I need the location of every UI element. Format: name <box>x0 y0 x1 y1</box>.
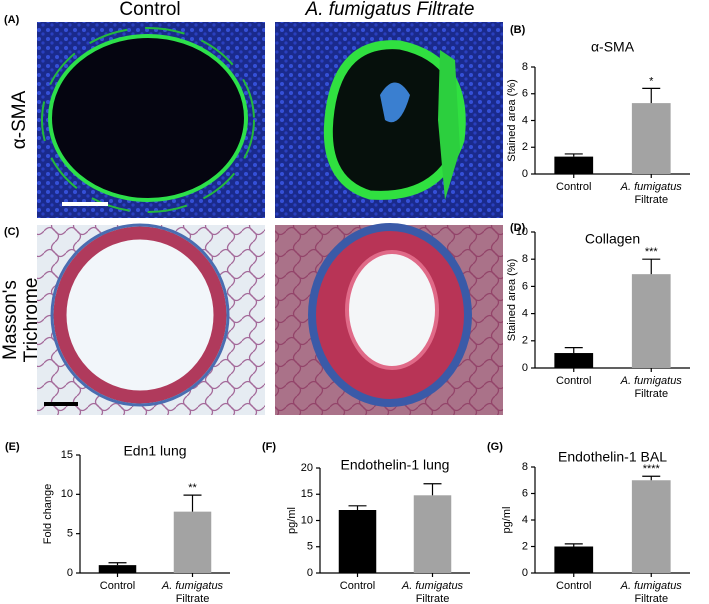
chart-title: Endothelin-1 BAL <box>558 449 667 465</box>
chart-title: α-SMA <box>591 39 635 55</box>
y-tick-label: 8 <box>522 253 528 265</box>
significance: ** <box>188 482 197 494</box>
x-tick-label: Filtrate <box>634 593 668 604</box>
y-tick-label: 2 <box>522 540 528 552</box>
x-tick-label: Control <box>100 580 135 592</box>
x-tick-label: A. fumigatus <box>620 181 683 193</box>
y-axis-label: pg/ml <box>286 507 298 534</box>
bar <box>338 510 377 573</box>
panel-label: (G) <box>487 441 503 453</box>
panel-label: (B) <box>510 24 526 36</box>
y-tick-label: 15 <box>61 449 73 461</box>
y-tick-label: 8 <box>522 61 528 73</box>
y-tick-label: 0 <box>307 567 313 579</box>
panel-label: (D) <box>510 222 526 234</box>
y-tick-label: 20 <box>301 462 313 474</box>
y-tick-label: 10 <box>301 514 313 526</box>
x-tick-label: A. fumigatus <box>620 580 683 592</box>
y-tick-label: 5 <box>67 528 73 540</box>
row-label: Masson's <box>0 280 21 360</box>
x-tick-label: Filtrate <box>634 194 668 206</box>
chart-title: Edn1 lung <box>123 443 186 459</box>
y-tick-label: 4 <box>522 114 528 126</box>
x-tick-label: A. fumigatus <box>620 375 683 387</box>
row-label: Trichrome <box>21 278 42 363</box>
y-axis-label: Stained area (%) <box>506 259 518 342</box>
y-tick-label: 6 <box>522 88 528 100</box>
y-tick-label: 6 <box>522 280 528 292</box>
panel-label: (E) <box>5 441 20 453</box>
x-tick-label: Control <box>340 580 375 592</box>
bar <box>173 511 212 573</box>
x-tick-label: Filtrate <box>416 593 450 604</box>
x-tick-label: A. fumigatus <box>161 580 224 592</box>
x-tick-label: A. fumigatus <box>401 580 464 592</box>
y-tick-label: 10 <box>61 488 73 500</box>
y-axis-label: Stained area (%) <box>506 79 518 162</box>
micrograph <box>275 22 503 218</box>
y-axis-label: pg/ml <box>501 507 513 534</box>
x-tick-label: Control <box>556 580 591 592</box>
y-tick-label: 8 <box>522 461 528 473</box>
y-tick-label: 0 <box>522 567 528 579</box>
panel-label: (F) <box>262 441 276 453</box>
bar <box>554 156 594 174</box>
column-header: A. fumigatus Filtrate <box>305 0 475 20</box>
panel-label: (A) <box>4 14 20 26</box>
bar <box>631 480 671 573</box>
micrograph <box>37 223 265 415</box>
x-tick-label: Control <box>556 181 591 193</box>
x-tick-label: Control <box>556 375 591 387</box>
bar <box>413 495 452 573</box>
bar <box>631 103 671 174</box>
y-tick-label: 0 <box>522 168 528 180</box>
y-tick-label: 2 <box>522 141 528 153</box>
micrograph <box>37 22 265 218</box>
y-tick-label: 2 <box>522 335 528 347</box>
micrograph <box>275 223 503 415</box>
bar <box>631 274 671 368</box>
bar <box>554 353 594 368</box>
bar <box>98 565 137 573</box>
significance: * <box>649 75 654 87</box>
y-tick-label: 15 <box>301 488 313 500</box>
y-axis-label: Fold change <box>42 484 54 545</box>
y-tick-label: 6 <box>522 487 528 499</box>
y-tick-label: 5 <box>307 541 313 553</box>
row-label: α-SMA <box>9 90 30 149</box>
chart-title: Collagen <box>585 231 640 247</box>
significance: **** <box>643 463 661 475</box>
y-tick-label: 0 <box>67 567 73 579</box>
x-tick-label: Filtrate <box>634 388 668 400</box>
y-tick-label: 4 <box>522 514 528 526</box>
bar <box>554 546 594 573</box>
chart-title: Endothelin-1 lung <box>341 457 450 473</box>
panel-label: (C) <box>4 226 20 238</box>
column-header: Control <box>119 0 180 20</box>
y-tick-label: 4 <box>522 308 528 320</box>
x-tick-label: Filtrate <box>176 593 210 604</box>
y-tick-label: 0 <box>522 362 528 374</box>
significance: *** <box>645 246 659 258</box>
y-tick-label: 10 <box>516 226 528 238</box>
